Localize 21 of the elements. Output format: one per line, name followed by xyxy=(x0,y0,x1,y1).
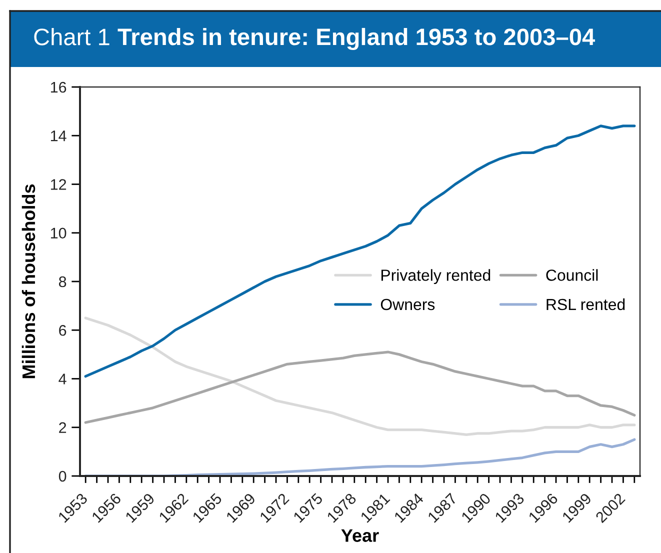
line-series xyxy=(84,316,636,436)
y-tick-label: 4 xyxy=(58,374,66,384)
y-axis-title: Millions of households xyxy=(22,184,36,378)
chart-title: Trends in tenure: England 1953 to 2003–04 xyxy=(118,28,596,50)
x-axis-title: Year xyxy=(341,529,379,542)
y-tick-label: 12 xyxy=(50,179,66,190)
y-tick-label: 2 xyxy=(59,422,66,433)
legend-label: Council xyxy=(546,269,598,281)
legend-label: Owners xyxy=(380,298,435,310)
y-tick-label: 6 xyxy=(59,324,66,336)
line-series xyxy=(84,438,636,476)
y-tick-label: 10 xyxy=(50,228,66,239)
y-tick-label: 16 xyxy=(50,82,66,93)
legend-label: Privately rented xyxy=(381,269,490,284)
y-tick-label: 0 xyxy=(58,470,66,482)
line-series xyxy=(84,124,636,378)
y-tick-label: 14 xyxy=(50,130,66,142)
line-series xyxy=(84,350,636,424)
chart-subtitle: Chart 1 xyxy=(34,28,110,46)
y-tick-label: 8 xyxy=(58,276,66,288)
legend-label: RSL rented xyxy=(546,298,625,310)
